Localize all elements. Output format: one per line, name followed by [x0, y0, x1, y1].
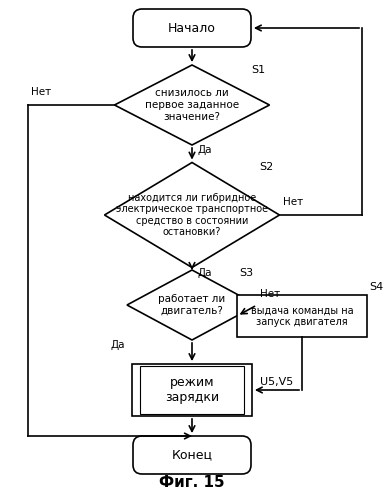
Text: S4: S4 [369, 282, 383, 292]
Text: Фиг. 15: Фиг. 15 [159, 475, 225, 490]
Text: Конец: Конец [171, 448, 213, 462]
Text: Нет: Нет [31, 87, 51, 97]
FancyBboxPatch shape [133, 9, 251, 47]
Text: снизилось ли
первое заданное
значение?: снизилось ли первое заданное значение? [145, 88, 239, 122]
Text: Начало: Начало [168, 22, 216, 35]
Text: Да: Да [197, 268, 211, 278]
Text: Нет: Нет [283, 197, 303, 207]
Text: Да: Да [110, 340, 125, 350]
Text: находится ли гибридное
электрическое транспортное
средство в состоянии
остановки: находится ли гибридное электрическое тра… [116, 192, 268, 238]
FancyBboxPatch shape [133, 436, 251, 474]
Text: работает ли
двигатель?: работает ли двигатель? [158, 294, 226, 316]
Text: S1: S1 [251, 65, 266, 75]
Text: U5,V5: U5,V5 [260, 377, 293, 387]
Bar [140, 366, 244, 414]
Text: Да: Да [197, 145, 211, 155]
Polygon shape [104, 162, 280, 268]
Text: выдача команды на
запуск двигателя: выдача команды на запуск двигателя [251, 305, 353, 327]
Bar [237, 295, 367, 337]
Polygon shape [127, 270, 257, 340]
Text: S3: S3 [239, 268, 253, 278]
Text: режим
зарядки: режим зарядки [165, 376, 219, 404]
Polygon shape [114, 65, 270, 145]
Text: Нет: Нет [260, 289, 280, 299]
Bar [132, 364, 252, 416]
Text: S2: S2 [259, 162, 274, 172]
